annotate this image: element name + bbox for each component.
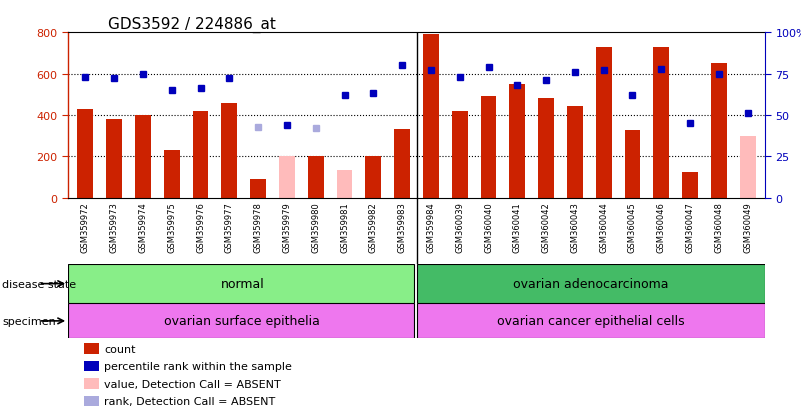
Bar bbox=[308, 157, 324, 198]
Text: GSM360045: GSM360045 bbox=[628, 202, 637, 252]
Text: ovarian cancer epithelial cells: ovarian cancer epithelial cells bbox=[497, 315, 685, 328]
Text: GSM360041: GSM360041 bbox=[513, 202, 521, 252]
Text: count: count bbox=[104, 344, 135, 354]
Bar bbox=[481, 97, 497, 198]
Bar bbox=[538, 99, 554, 198]
Bar bbox=[279, 157, 295, 198]
Bar bbox=[221, 103, 237, 198]
Bar bbox=[365, 157, 381, 198]
Text: disease state: disease state bbox=[2, 279, 77, 289]
Bar bbox=[164, 151, 179, 198]
Text: value, Detection Call = ABSENT: value, Detection Call = ABSENT bbox=[104, 379, 281, 389]
Bar bbox=[509, 85, 525, 198]
Bar bbox=[135, 116, 151, 198]
Bar bbox=[192, 112, 208, 198]
Bar bbox=[68, 264, 414, 304]
Bar bbox=[711, 64, 727, 198]
Text: GSM360048: GSM360048 bbox=[714, 202, 723, 252]
Text: GSM360040: GSM360040 bbox=[484, 202, 493, 252]
Bar bbox=[417, 304, 765, 339]
Text: GSM359981: GSM359981 bbox=[340, 202, 349, 252]
Text: ovarian adenocarcinoma: ovarian adenocarcinoma bbox=[513, 278, 669, 290]
Text: GSM360049: GSM360049 bbox=[743, 202, 752, 252]
Text: GSM359976: GSM359976 bbox=[196, 202, 205, 252]
Text: GSM360043: GSM360043 bbox=[570, 202, 579, 252]
Text: GSM359983: GSM359983 bbox=[397, 202, 407, 252]
Text: GDS3592 / 224886_at: GDS3592 / 224886_at bbox=[108, 17, 276, 33]
Bar bbox=[68, 304, 414, 339]
Bar bbox=[336, 170, 352, 198]
Bar bbox=[107, 120, 122, 198]
Text: GSM359980: GSM359980 bbox=[312, 202, 320, 252]
Text: ovarian surface epithelia: ovarian surface epithelia bbox=[164, 315, 320, 328]
Bar bbox=[654, 47, 669, 198]
Bar bbox=[394, 130, 410, 198]
Bar bbox=[567, 106, 583, 198]
Text: GSM359982: GSM359982 bbox=[368, 202, 378, 252]
Bar bbox=[740, 136, 755, 198]
Text: percentile rank within the sample: percentile rank within the sample bbox=[104, 361, 292, 371]
Text: GSM359979: GSM359979 bbox=[283, 202, 292, 252]
Bar bbox=[78, 109, 93, 198]
Bar bbox=[250, 180, 266, 198]
Text: GSM360047: GSM360047 bbox=[686, 202, 694, 252]
Bar bbox=[417, 264, 765, 304]
Text: specimen: specimen bbox=[2, 316, 56, 326]
Text: GSM359984: GSM359984 bbox=[426, 202, 436, 252]
Text: GSM359977: GSM359977 bbox=[225, 202, 234, 252]
Text: GSM360042: GSM360042 bbox=[541, 202, 550, 252]
Text: GSM360046: GSM360046 bbox=[657, 202, 666, 252]
Bar bbox=[625, 131, 641, 198]
Bar bbox=[682, 173, 698, 198]
Text: GSM360044: GSM360044 bbox=[599, 202, 608, 252]
Text: GSM360039: GSM360039 bbox=[455, 202, 465, 252]
Text: GSM359975: GSM359975 bbox=[167, 202, 176, 252]
Text: rank, Detection Call = ABSENT: rank, Detection Call = ABSENT bbox=[104, 396, 276, 406]
Bar bbox=[452, 112, 468, 198]
Text: GSM359973: GSM359973 bbox=[110, 202, 119, 252]
Text: GSM359974: GSM359974 bbox=[139, 202, 147, 252]
Bar bbox=[596, 47, 612, 198]
Bar bbox=[423, 35, 439, 198]
Text: normal: normal bbox=[220, 278, 264, 290]
Text: GSM359972: GSM359972 bbox=[81, 202, 90, 252]
Text: GSM359978: GSM359978 bbox=[254, 202, 263, 252]
